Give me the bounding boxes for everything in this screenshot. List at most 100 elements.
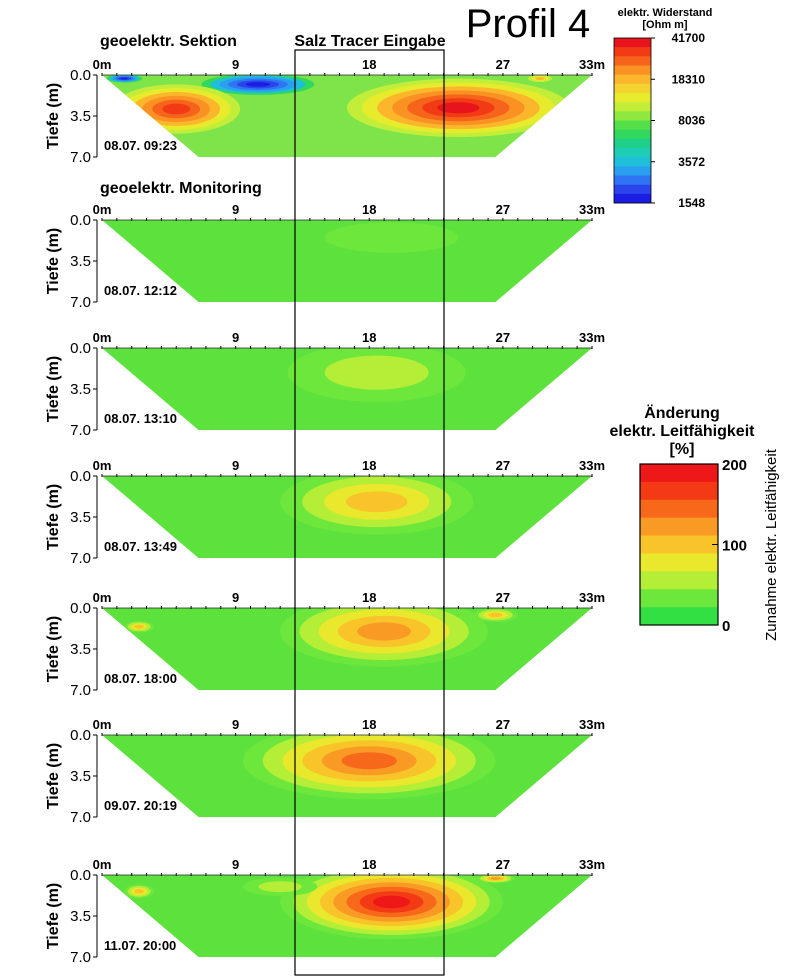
change-colorbar: Änderung elektr. Leitfähigkeit [%] 200 10… (610, 404, 780, 641)
panel-timestamp: 09.07. 20:19 (104, 798, 177, 813)
x-tick-label: 27 (496, 717, 510, 732)
colorbar-cell (614, 74, 651, 85)
colorbar-cell (614, 83, 651, 94)
y-axis-label: Tiefe (m) (45, 356, 62, 422)
y-tick-label: 0.0 (70, 468, 91, 485)
contour-region (437, 102, 480, 114)
colorbar-cell (614, 47, 651, 57)
x-tick-label: 0m (93, 330, 112, 345)
resistivity-colorbar-title: elektr. Widerstand (618, 7, 713, 19)
change-colorbar-side-label: Zunahme elektr. Leitfähigkeit (763, 448, 780, 641)
y-tick-label: 7.0 (70, 682, 91, 699)
x-tick-label: 27 (496, 458, 510, 473)
y-tick-label: 7.0 (70, 809, 91, 826)
y-tick-label: 3.5 (70, 641, 91, 658)
colorbar-cell (614, 166, 651, 176)
monitoring-header: geoelektr. Monitoring (100, 180, 262, 197)
x-tick-label: 9 (232, 590, 239, 605)
contour-region (120, 77, 129, 80)
resistivity-tick-label: 3572 (678, 155, 705, 169)
y-tick-label: 3.5 (70, 768, 91, 785)
profile-panel: 0m 9 18 27 33m 0.0 3.5 7.0 Tiefe (m) 08.07. 09:23 (45, 57, 605, 166)
colorbar-cell (640, 553, 718, 572)
panel-timestamp: 08.07. 12:12 (104, 283, 177, 298)
salt-tracer-region-box (294, 49, 445, 976)
x-tick-label: 18 (362, 857, 376, 872)
y-axis-label: Tiefe (m) (45, 484, 62, 550)
colorbar-cell (614, 157, 651, 167)
change-colorbar-title-line1: Änderung (644, 404, 720, 422)
x-tick-label: 9 (232, 57, 239, 72)
contour-region (357, 622, 412, 641)
x-tick-label: 0m (93, 202, 112, 217)
y-tick-label: 3.5 (70, 108, 91, 125)
panel-background (102, 220, 592, 302)
contour-region (488, 612, 503, 618)
y-tick-label: 0.0 (70, 212, 91, 229)
x-tick-label: 9 (232, 458, 239, 473)
resistivity-tick-label: 8036 (678, 114, 705, 128)
profile-panel: 0m 9 18 27 33m 0.0 3.5 7.0 Tiefe (m) 08.07. 18:00 (45, 590, 605, 699)
x-tick-label: 18 (362, 717, 376, 732)
x-tick-label: 27 (496, 330, 510, 345)
x-tick-label: 0m (93, 57, 112, 72)
colorbar-cell (614, 38, 651, 48)
colorbar-cell (614, 102, 651, 112)
panel-timestamp: 08.07. 13:49 (104, 539, 177, 554)
contour-region (134, 889, 144, 894)
change-colorbar-title-line2: elektr. Leitfähigkeit (610, 423, 756, 440)
y-tick-label: 3.5 (70, 381, 91, 398)
colorbar-cell (640, 607, 718, 626)
figure-title: Profil 4 (466, 2, 591, 46)
colorbar-cell (614, 93, 651, 103)
y-tick-label: 7.0 (70, 422, 91, 439)
colorbar-cell (614, 65, 651, 75)
colorbar-cell (640, 499, 718, 518)
y-tick-label: 3.5 (70, 253, 91, 270)
profile-panel: 0m 9 18 27 33m 0.0 3.5 7.0 Tiefe (m) 08.07. 13:49 (45, 458, 605, 567)
contour-region (245, 82, 271, 87)
colorbar-cell (640, 481, 718, 501)
y-tick-label: 0.0 (70, 600, 91, 617)
contour-region (324, 222, 459, 253)
y-tick-label: 0.0 (70, 340, 91, 357)
contour-region (134, 624, 144, 629)
x-tick-label: 18 (362, 590, 376, 605)
x-tick-label: 33m (579, 590, 605, 605)
contour-region (535, 77, 545, 80)
contour-region (490, 877, 501, 880)
colorbar-cell (614, 138, 651, 149)
x-tick-label: 27 (496, 857, 510, 872)
salt-tracer-label: Salz Tracer Eingabe (294, 33, 445, 50)
x-tick-label: 9 (232, 857, 239, 872)
y-axis-label: Tiefe (m) (45, 228, 62, 294)
y-axis-label: Tiefe (m) (45, 83, 62, 149)
panel-timestamp: 08.07. 09:23 (104, 138, 177, 153)
colorbar-cell (614, 120, 651, 130)
x-tick-label: 0m (93, 458, 112, 473)
colorbar-cell (614, 175, 651, 185)
colorbar-cell (614, 184, 651, 195)
change-colorbar-title-line3: [%] (670, 441, 695, 458)
x-tick-label: 33m (579, 857, 605, 872)
resistivity-tick-label: 41700 (672, 31, 706, 45)
contour-region (372, 895, 411, 909)
y-tick-label: 7.0 (70, 149, 91, 166)
colorbar-cell (640, 464, 718, 483)
resistivity-colorbar-unit: [Ohm m] (642, 19, 688, 31)
panel-timestamp: 08.07. 18:00 (104, 671, 177, 686)
colorbar-cell (614, 193, 651, 204)
x-tick-label: 18 (362, 330, 376, 345)
y-tick-label: 3.5 (70, 509, 91, 526)
x-tick-label: 27 (496, 202, 510, 217)
x-tick-label: 9 (232, 717, 239, 732)
y-tick-label: 7.0 (70, 550, 91, 567)
resistivity-colorbar: elektr. Widerstand [Ohm m] 41700 18310 803… (613, 7, 713, 210)
y-tick-label: 0.0 (70, 727, 91, 744)
contour-region (345, 491, 408, 513)
change-tick-label: 200 (722, 457, 747, 474)
colorbar-cell (614, 148, 651, 158)
x-tick-label: 18 (362, 57, 376, 72)
panel-timestamp: 11.07. 20:00 (104, 938, 176, 953)
